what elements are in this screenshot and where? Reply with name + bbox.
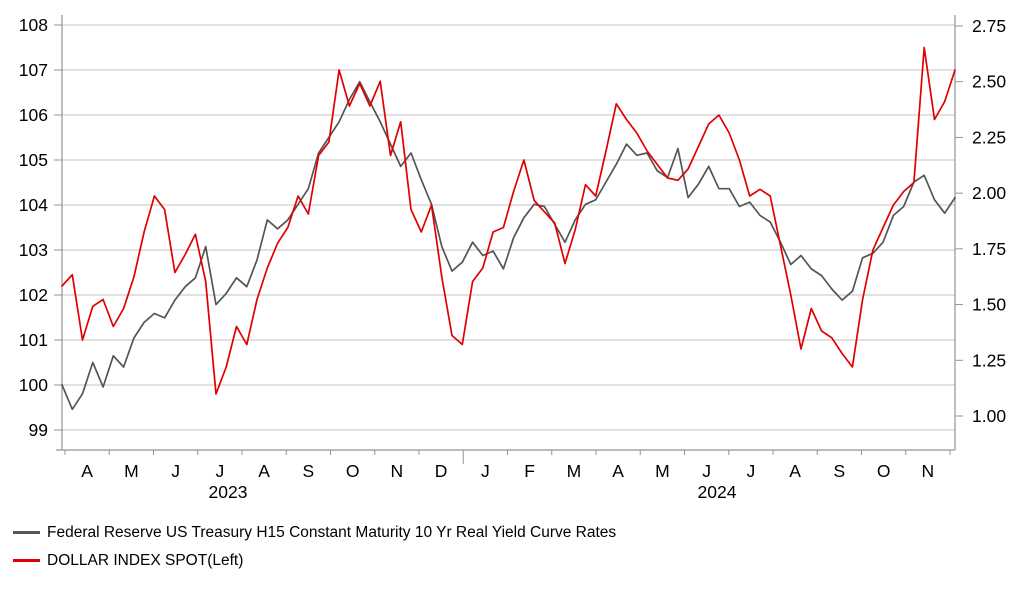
month-tick-label: J [216, 461, 225, 481]
left-axis-tick-label: 107 [19, 60, 48, 80]
left-axis-tick-label: 108 [19, 15, 48, 35]
right-axis-tick-label: 1.75 [972, 239, 1006, 259]
month-tick-label: A [81, 461, 93, 481]
year-label: 2023 [209, 482, 248, 502]
month-tick-label: J [171, 461, 180, 481]
left-axis-tick-label: 104 [19, 195, 48, 215]
legend-item-treasury-yield: Federal Reserve US Treasury H15 Constant… [13, 523, 616, 542]
month-tick-label: N [391, 461, 404, 481]
month-tick-label: S [303, 461, 315, 481]
year-label: 2024 [698, 482, 737, 502]
legend-item-dollar-index: DOLLAR INDEX SPOT(Left) [13, 551, 616, 570]
month-tick-label: A [612, 461, 624, 481]
legend-label-dollar-index: DOLLAR INDEX SPOT(Left) [47, 552, 244, 569]
dollar-index-line [61, 46, 956, 395]
legend-label-treasury-yield: Federal Reserve US Treasury H15 Constant… [47, 524, 617, 541]
month-tick-label: M [567, 461, 582, 481]
legend: Federal Reserve US Treasury H15 Constant… [13, 523, 616, 570]
right-axis-tick-label: 1.00 [972, 406, 1006, 426]
month-tick-label: S [834, 461, 846, 481]
left-axis-tick-label: 105 [19, 150, 48, 170]
month-tick-label: J [481, 461, 490, 481]
right-axis-tick-label: 1.50 [972, 295, 1006, 315]
plot-svg: 108 107 106 105 104 103 102 101 100 99 2.75 2.50 2.2… [19, 15, 1006, 502]
left-axis-tick-label: 103 [19, 240, 48, 260]
month-tick-label: O [877, 461, 891, 481]
left-axis-tick-label: 100 [19, 375, 48, 395]
left-axis-tick-label: 106 [19, 105, 48, 125]
month-tick-label: N [922, 461, 935, 481]
month-tick-label: J [702, 461, 711, 481]
month-tick-label: O [346, 461, 360, 481]
left-axis-tick-label: 101 [19, 330, 48, 350]
right-axis-tick-label: 2.25 [972, 127, 1006, 147]
left-axis-tick-label: 99 [29, 420, 48, 440]
right-axis-tick-label: 2.00 [972, 183, 1006, 203]
left-axis-tick-label: 102 [19, 285, 48, 305]
month-tick-label: M [124, 461, 139, 481]
month-tick-label: D [435, 461, 448, 481]
month-tick-label: A [789, 461, 801, 481]
treasury-yield-line [61, 80, 956, 411]
gray-line-swatch [13, 531, 40, 534]
month-tick-label: F [524, 461, 535, 481]
right-axis-tick-label: 1.25 [972, 350, 1006, 370]
month-tick-label: J [747, 461, 756, 481]
right-axis-tick-label: 2.75 [972, 16, 1006, 36]
month-tick-label: M [655, 461, 670, 481]
month-tick-label: A [258, 461, 270, 481]
red-line-swatch [13, 559, 40, 562]
right-axis-tick-label: 2.50 [972, 72, 1006, 92]
